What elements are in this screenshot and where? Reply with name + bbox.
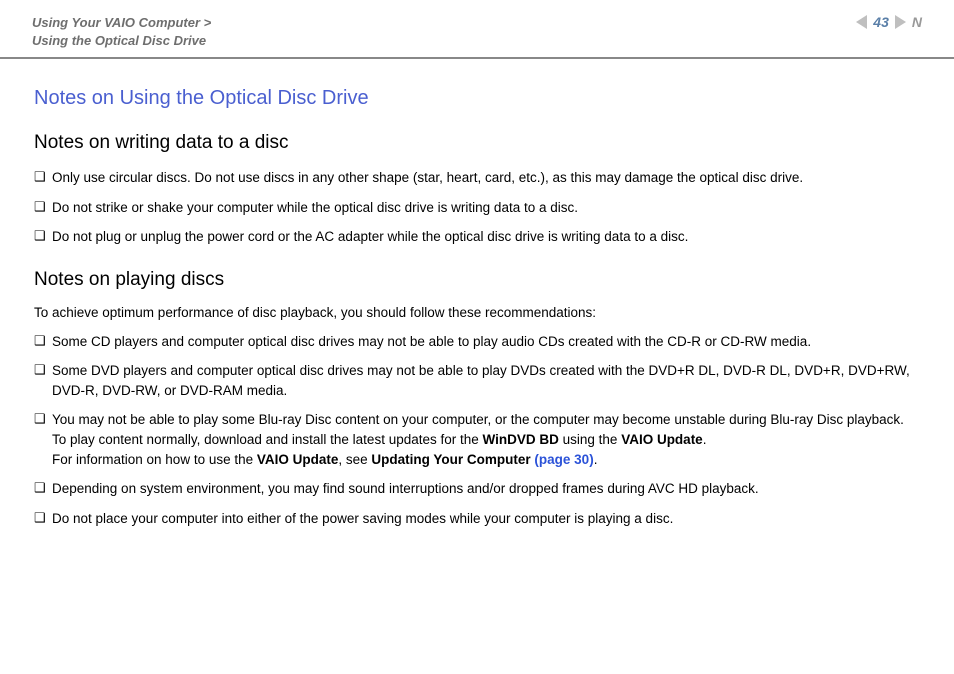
list-item-text: Depending on system environment, you may…: [52, 479, 920, 499]
list-item-text: Some DVD players and computer optical di…: [52, 361, 920, 400]
section2-intro: To achieve optimum performance of disc p…: [34, 305, 920, 320]
list-item: ❑Do not strike or shake your computer wh…: [34, 198, 920, 218]
bullet-icon: ❑: [34, 410, 52, 429]
bullet-icon: ❑: [34, 509, 52, 528]
bullet-icon: ❑: [34, 479, 52, 498]
section2-list: ❑Some CD players and computer optical di…: [34, 332, 920, 529]
page-nav: 43 N: [856, 14, 922, 30]
bullet-icon: ❑: [34, 198, 52, 217]
list-item-text: Do not strike or shake your computer whi…: [52, 198, 920, 218]
list-item: ❑Only use circular discs. Do not use dis…: [34, 168, 920, 188]
page-content: Notes on Using the Optical Disc Drive No…: [0, 59, 954, 528]
list-item: ❑You may not be able to play some Blu-ra…: [34, 410, 920, 469]
breadcrumb-line-2: Using the Optical Disc Drive: [32, 32, 211, 50]
list-item-text: Do not plug or unplug the power cord or …: [52, 227, 920, 247]
bullet-icon: ❑: [34, 332, 52, 351]
page-header: Using Your VAIO Computer > Using the Opt…: [0, 0, 954, 59]
list-item: ❑Do not place your computer into either …: [34, 509, 920, 529]
section1-list: ❑Only use circular discs. Do not use dis…: [34, 168, 920, 247]
breadcrumb-line-1: Using Your VAIO Computer >: [32, 14, 211, 32]
page-title: Notes on Using the Optical Disc Drive: [34, 87, 920, 110]
next-page-arrow-icon[interactable]: [895, 15, 906, 29]
list-item: ❑Some DVD players and computer optical d…: [34, 361, 920, 400]
page-30-link[interactable]: (page 30): [534, 452, 593, 467]
section1-heading: Notes on writing data to a disc: [34, 132, 920, 154]
list-item-text: You may not be able to play some Blu-ray…: [52, 410, 920, 469]
prev-page-arrow-icon[interactable]: [856, 15, 867, 29]
list-item-text: Only use circular discs. Do not use disc…: [52, 168, 920, 188]
list-item-text: Do not place your computer into either o…: [52, 509, 920, 529]
list-item-text: Some CD players and computer optical dis…: [52, 332, 920, 352]
breadcrumb: Using Your VAIO Computer > Using the Opt…: [32, 14, 211, 49]
bullet-icon: ❑: [34, 227, 52, 246]
list-item: ❑Do not plug or unplug the power cord or…: [34, 227, 920, 247]
n-label: N: [912, 14, 922, 30]
list-item: ❑Depending on system environment, you ma…: [34, 479, 920, 499]
bullet-icon: ❑: [34, 361, 52, 380]
list-item: ❑Some CD players and computer optical di…: [34, 332, 920, 352]
bullet-icon: ❑: [34, 168, 52, 187]
page-number: 43: [873, 14, 889, 30]
section2-heading: Notes on playing discs: [34, 269, 920, 291]
